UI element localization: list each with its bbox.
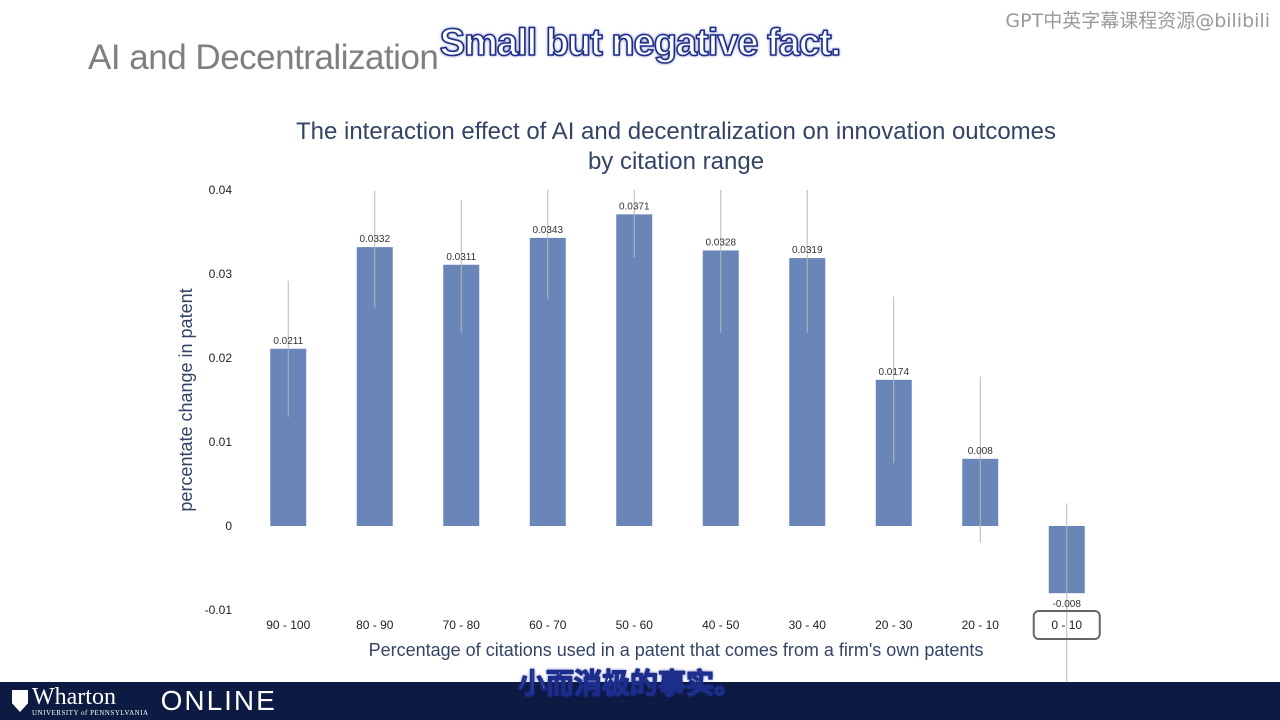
wharton-online-logo: Wharton UNIVERSITY of PENNSYLVANIA ONLIN… xyxy=(12,684,277,718)
subtitle-english: Small but negative fact. xyxy=(0,21,1280,65)
watermark: GPT中英字幕课程资源@bilibili xyxy=(1005,10,1270,32)
data-label: 0.0211 xyxy=(273,336,303,347)
subtitle-chinese-text: 小而消极的事实。 xyxy=(517,666,742,700)
x-tick-label: 80 - 90 xyxy=(356,618,394,632)
logo-wharton: Wharton xyxy=(32,684,116,710)
chart-title-line1: The interaction effect of AI and decentr… xyxy=(296,118,1056,145)
x-axis-label: Percentage of citations used in a patent… xyxy=(369,640,984,660)
data-label: 0.0371 xyxy=(619,201,650,212)
y-tick-label: -0.01 xyxy=(205,603,233,617)
x-tick-label: 30 - 40 xyxy=(789,618,827,632)
footer-bar xyxy=(0,682,1280,720)
logo-online: ONLINE xyxy=(160,685,277,716)
highlight-box xyxy=(1032,610,1101,640)
x-tick-label: 20 - 30 xyxy=(875,618,913,632)
x-tick-label: 90 - 100 xyxy=(266,618,310,632)
slide-title: AI and Decentralization xyxy=(88,38,439,77)
x-tick-label: 60 - 70 xyxy=(529,618,567,632)
logo-words: Wharton UNIVERSITY of PENNSYLVANIA xyxy=(32,685,149,717)
data-label: -0.008 xyxy=(1053,599,1082,610)
y-axis-label: percentate change in patent xyxy=(176,288,196,511)
y-tick-label: 0 xyxy=(225,519,232,533)
x-tick-label: 40 - 50 xyxy=(702,618,740,632)
subtitle-english-text: Small but negative fact. xyxy=(439,21,842,65)
x-tick-label: 0 - 10 xyxy=(1051,618,1082,632)
data-label: 0.0311 xyxy=(446,252,476,263)
data-label: 0.0319 xyxy=(792,245,823,256)
chart-title-line2: by citation range xyxy=(588,148,764,175)
y-tick-label: 0.02 xyxy=(209,351,233,365)
logo-upenn: UNIVERSITY of PENNSYLVANIA xyxy=(32,709,149,717)
x-tick-label: 50 - 60 xyxy=(616,618,654,632)
data-label: 0.0328 xyxy=(705,237,736,248)
subtitle-chinese: 小而消极的事实。 xyxy=(0,662,1280,702)
y-tick-label: 0.01 xyxy=(209,435,233,449)
y-tick-label: 0.04 xyxy=(209,183,233,197)
data-label: 0.0343 xyxy=(532,225,563,236)
x-tick-label: 70 - 80 xyxy=(443,618,481,632)
x-tick-label: 20 - 10 xyxy=(962,618,1000,632)
data-label: 0.008 xyxy=(968,446,993,457)
data-label: 0.0332 xyxy=(359,234,390,245)
y-tick-label: 0.03 xyxy=(209,267,233,281)
shield-icon xyxy=(12,690,28,712)
bar xyxy=(616,214,653,527)
data-label: 0.0174 xyxy=(878,367,909,378)
